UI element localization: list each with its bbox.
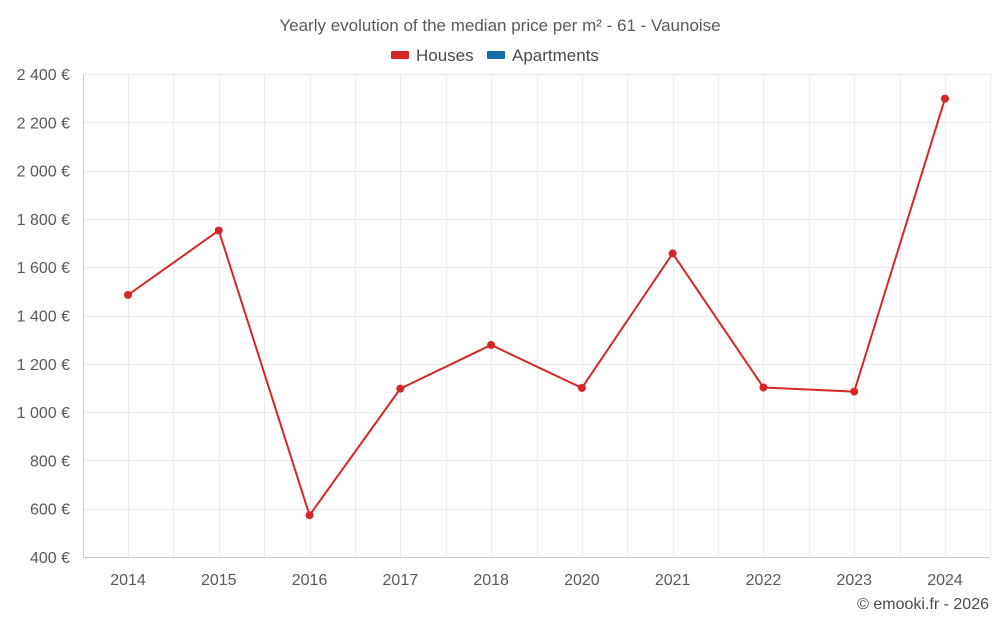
legend-swatch-apartments[interactable] xyxy=(487,51,505,59)
series-line-houses xyxy=(127,97,946,517)
data-point-houses-2016[interactable] xyxy=(305,511,314,520)
data-point-houses-2018[interactable] xyxy=(487,340,496,349)
data-point-houses-2023[interactable] xyxy=(850,387,859,396)
y-tick-label: 400 € xyxy=(30,550,70,567)
x-tick-label: 2014 xyxy=(110,572,146,589)
y-tick-label: 1 800 € xyxy=(17,212,70,229)
data-point-houses-2017[interactable] xyxy=(396,384,405,393)
chart-title: Yearly evolution of the median price per… xyxy=(279,16,720,35)
x-tick-label: 2023 xyxy=(836,572,872,589)
data-point-houses-2024[interactable] xyxy=(941,94,949,103)
y-tick-label: 600 € xyxy=(30,502,70,519)
legend-label-houses[interactable]: Houses xyxy=(416,46,474,65)
x-tick-label: 2017 xyxy=(383,572,419,589)
data-point-houses-2020[interactable] xyxy=(577,383,586,392)
chart-legend: Houses Apartments xyxy=(391,46,599,65)
data-point-houses-2015[interactable] xyxy=(214,226,223,235)
x-tick-label: 2018 xyxy=(473,572,509,589)
y-tick-label: 2 200 € xyxy=(17,115,70,132)
y-tick-label: 1 000 € xyxy=(17,405,70,422)
y-tick-label: 1 400 € xyxy=(17,309,70,326)
y-tick-label: 800 € xyxy=(30,453,70,470)
y-tick-label: 1 200 € xyxy=(17,357,70,374)
x-tick-label: 2022 xyxy=(746,572,782,589)
series-layer xyxy=(127,97,946,517)
grid-layer xyxy=(83,74,991,558)
legend-label-apartments[interactable]: Apartments xyxy=(512,46,599,65)
x-tick-label: 2015 xyxy=(201,572,237,589)
chart-credit: © emooki.fr - 2026 xyxy=(857,596,989,613)
legend-swatch-houses[interactable] xyxy=(391,51,409,59)
x-tick-label: 2020 xyxy=(564,572,600,589)
data-point-houses-2022[interactable] xyxy=(759,383,768,392)
x-tick-label: 2024 xyxy=(927,572,963,589)
x-tick-label: 2021 xyxy=(655,572,691,589)
data-point-houses-2014[interactable] xyxy=(124,290,132,299)
y-tick-label: 2 400 € xyxy=(17,67,70,84)
y-tick-label: 1 600 € xyxy=(17,260,70,277)
data-point-houses-2021[interactable] xyxy=(668,249,677,258)
points-layer xyxy=(124,94,949,520)
axis-layer: 400 € 600 € 800 € 1 000 € 1 200 € 1 400 € 1 60… xyxy=(17,67,990,589)
y-tick-label: 2 000 € xyxy=(17,164,70,181)
x-tick-label: 2016 xyxy=(292,572,328,589)
